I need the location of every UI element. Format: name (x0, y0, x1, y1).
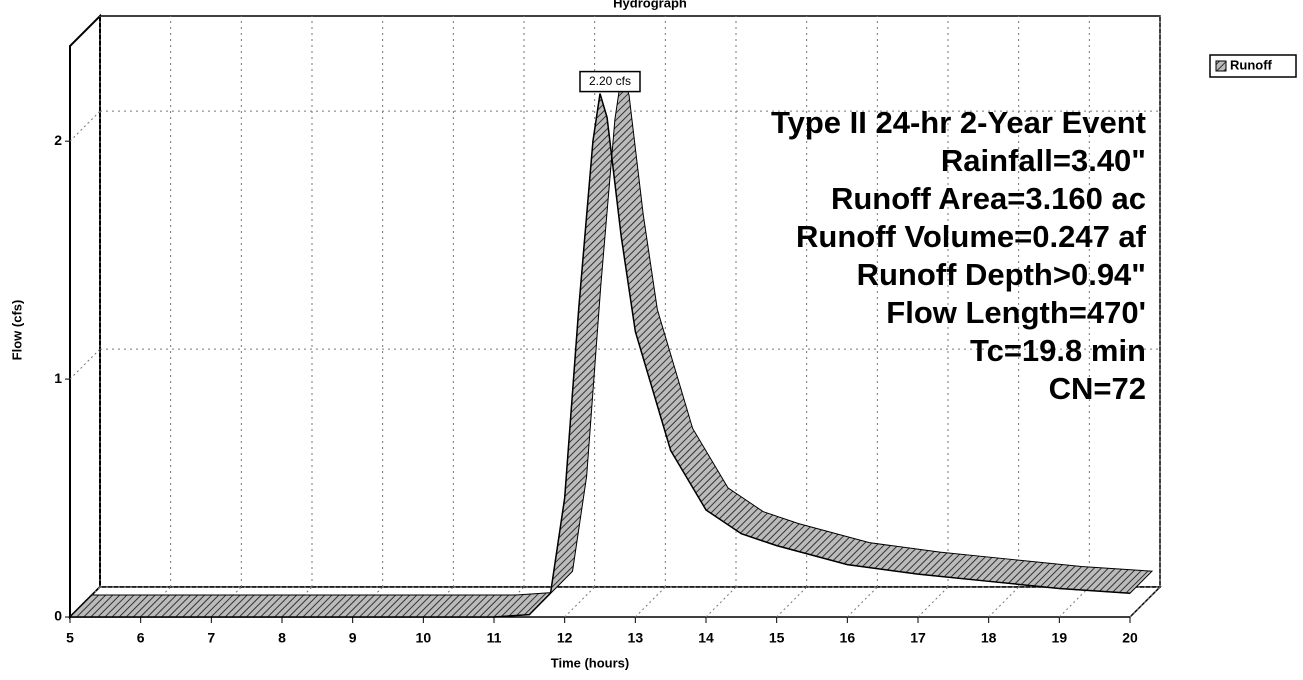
grid-line (564, 586, 596, 618)
x-tick-label: 10 (416, 630, 432, 646)
grid-line (846, 586, 878, 618)
legend-swatch (1215, 60, 1227, 72)
x-tick-label: 11 (487, 630, 502, 646)
chart-title: Hydrograph (613, 0, 687, 10)
annotation: Type II 24-hr 2-Year Event (771, 105, 1146, 140)
legend-box (1209, 54, 1297, 78)
grid-line (917, 586, 949, 618)
annotation: Flow Length=470' (886, 295, 1146, 330)
x-tick-label: 7 (207, 630, 215, 646)
grid-line (1129, 586, 1161, 618)
x-tick-label: 20 (1122, 630, 1138, 646)
annotation: Rainfall=3.40" (941, 143, 1146, 178)
x-tick-label: 17 (910, 630, 926, 646)
annotation: Runoff Volume=0.247 af (796, 219, 1147, 254)
x-tick-label: 9 (349, 630, 357, 646)
grid-line (1058, 586, 1090, 618)
grid-line (988, 586, 1020, 618)
x-tick-label: 5 (66, 630, 74, 646)
x-tick-label: 12 (557, 630, 573, 646)
data-label-text: 2.20 cfs (589, 74, 631, 88)
grid-line (776, 586, 808, 618)
annotation: CN=72 (1049, 371, 1146, 406)
data-label: 2.20 cfs (579, 70, 641, 93)
series-line (70, 93, 1131, 618)
annotation: Tc=19.8 min (970, 333, 1146, 368)
legend: Runoff (1209, 54, 1297, 78)
grid-line (69, 348, 101, 380)
x-tick-label: 19 (1052, 630, 1068, 646)
y-tick-label: 1 (54, 370, 62, 386)
x-tick-label: 6 (137, 630, 145, 646)
y-axis-title: Flow (cfs) (9, 300, 24, 361)
grid-line (634, 586, 666, 618)
x-tick-label: 14 (698, 630, 714, 646)
x-tick-label: 13 (628, 630, 644, 646)
annotation: Runoff Depth>0.94" (857, 257, 1146, 292)
x-tick-label: 16 (840, 630, 856, 646)
data-label-box (579, 70, 641, 93)
x-tick-label: 8 (278, 630, 286, 646)
legend-label: Runoff (1230, 57, 1273, 72)
x-tick-label: 15 (769, 630, 785, 646)
x-axis-title: Time (hours) (551, 655, 630, 670)
x-tick-label: 18 (981, 630, 997, 646)
grid-line (705, 586, 737, 618)
y-tick-label: 0 (54, 608, 62, 624)
y-tick-label: 2 (54, 132, 62, 148)
annotation: Runoff Area=3.160 ac (831, 181, 1146, 216)
side-wall (69, 13, 101, 620)
grid-line (69, 110, 101, 142)
marks: 2.20 cfs (68, 70, 1154, 618)
